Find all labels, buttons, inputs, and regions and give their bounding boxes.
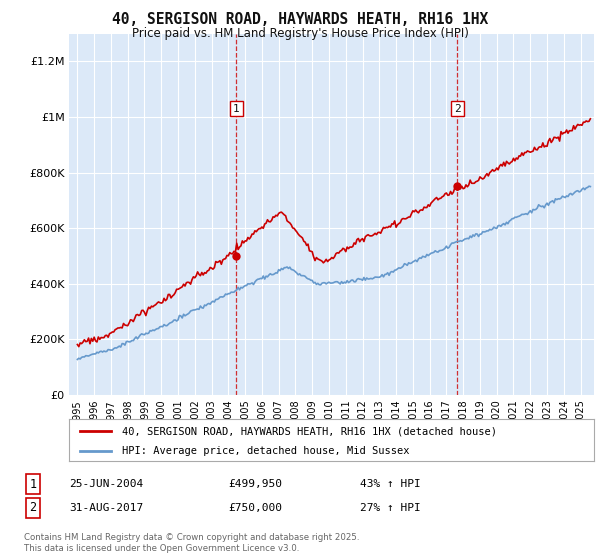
Text: 1: 1	[233, 104, 240, 114]
Text: Price paid vs. HM Land Registry's House Price Index (HPI): Price paid vs. HM Land Registry's House …	[131, 27, 469, 40]
Text: 25-JUN-2004: 25-JUN-2004	[69, 479, 143, 489]
Text: 27% ↑ HPI: 27% ↑ HPI	[360, 503, 421, 513]
Text: 40, SERGISON ROAD, HAYWARDS HEATH, RH16 1HX: 40, SERGISON ROAD, HAYWARDS HEATH, RH16 …	[112, 12, 488, 27]
Text: £750,000: £750,000	[228, 503, 282, 513]
Text: 40, SERGISON ROAD, HAYWARDS HEATH, RH16 1HX (detached house): 40, SERGISON ROAD, HAYWARDS HEATH, RH16 …	[121, 426, 497, 436]
Text: 2: 2	[29, 501, 37, 515]
Text: 43% ↑ HPI: 43% ↑ HPI	[360, 479, 421, 489]
Text: 2: 2	[454, 104, 461, 114]
Text: 1: 1	[29, 478, 37, 491]
Text: HPI: Average price, detached house, Mid Sussex: HPI: Average price, detached house, Mid …	[121, 446, 409, 455]
Text: £499,950: £499,950	[228, 479, 282, 489]
Text: 31-AUG-2017: 31-AUG-2017	[69, 503, 143, 513]
Text: Contains HM Land Registry data © Crown copyright and database right 2025.
This d: Contains HM Land Registry data © Crown c…	[24, 533, 359, 553]
